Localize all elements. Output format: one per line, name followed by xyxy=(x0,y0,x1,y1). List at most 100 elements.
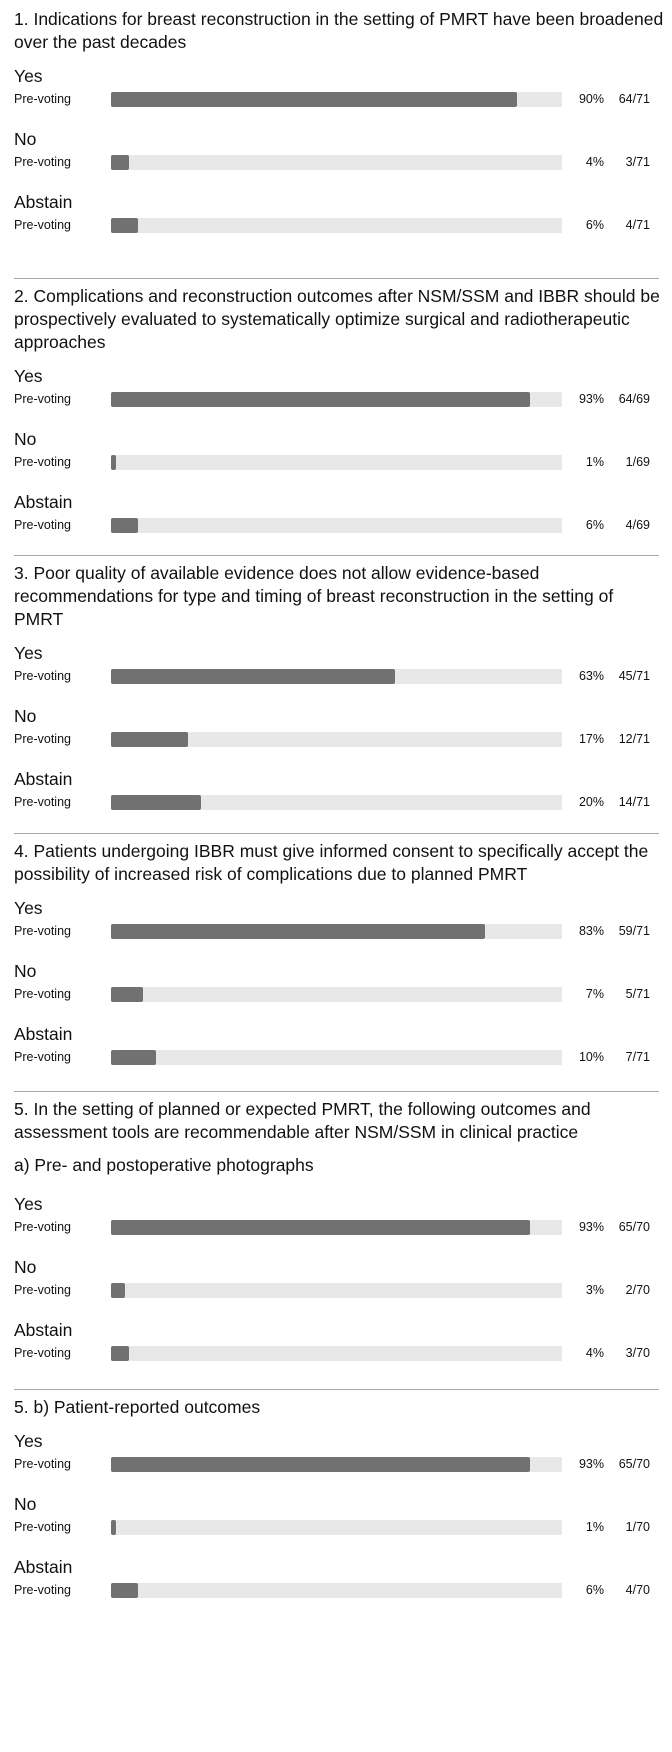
bar-row: Pre-voting 4% 3/70 xyxy=(0,1343,672,1363)
option-label: Yes xyxy=(14,1431,43,1451)
bar-row: Pre-voting 6% 4/70 xyxy=(0,1580,672,1600)
option-label: Yes xyxy=(14,898,43,918)
option-label: No xyxy=(14,429,37,449)
row-label: Pre-voting xyxy=(14,987,71,1001)
count-label: 65/70 xyxy=(618,1457,650,1471)
row-label: Pre-voting xyxy=(14,732,71,746)
bar-row: Pre-voting 1% 1/70 xyxy=(0,1517,672,1537)
bar-track xyxy=(111,392,562,407)
bar-fill xyxy=(111,455,116,470)
question-title: 4. Patients undergoing IBBR must give in… xyxy=(14,841,649,884)
count-label: 1/70 xyxy=(625,1520,650,1534)
percent-label: 4% xyxy=(585,1346,604,1360)
count-label: 4/71 xyxy=(625,218,650,232)
bar-row: Pre-voting 6% 4/71 xyxy=(0,215,672,235)
row-label: Pre-voting xyxy=(14,1050,71,1064)
bar-fill xyxy=(111,1283,125,1298)
section-divider xyxy=(14,278,659,279)
bar-fill xyxy=(111,92,517,107)
row-label: Pre-voting xyxy=(14,455,71,469)
percent-label: 83% xyxy=(578,924,604,938)
option-label: Abstain xyxy=(14,492,73,512)
percent-label: 1% xyxy=(585,455,604,469)
percent-label: 63% xyxy=(578,669,604,683)
option-label: Yes xyxy=(14,66,43,86)
row-label: Pre-voting xyxy=(14,218,71,232)
bar-fill xyxy=(111,218,139,233)
bar-track xyxy=(111,518,562,533)
count-label: 3/71 xyxy=(625,155,650,169)
section-divider xyxy=(14,555,659,556)
bar-track xyxy=(111,732,562,747)
count-label: 7/71 xyxy=(625,1050,650,1064)
count-label: 64/69 xyxy=(618,392,650,406)
bar-row: Pre-voting 63% 45/71 xyxy=(0,666,672,686)
row-label: Pre-voting xyxy=(14,1457,71,1471)
option-label: Abstain xyxy=(14,769,73,789)
bar-fill xyxy=(111,924,486,939)
count-label: 5/71 xyxy=(625,987,650,1001)
option-label: No xyxy=(14,706,37,726)
row-label: Pre-voting xyxy=(14,155,71,169)
option-label: No xyxy=(14,961,37,981)
bar-row: Pre-voting 10% 7/71 xyxy=(0,1047,672,1067)
bar-fill xyxy=(111,987,143,1002)
question-section: 4. Patients undergoing IBBR must give in… xyxy=(0,840,672,1120)
row-label: Pre-voting xyxy=(14,1283,71,1297)
bar-row: Pre-voting 83% 59/71 xyxy=(0,921,672,941)
bar-fill xyxy=(111,795,202,810)
bar-fill xyxy=(111,1520,116,1535)
bar-track xyxy=(111,1050,562,1065)
count-label: 64/71 xyxy=(618,92,650,106)
bar-track xyxy=(111,92,562,107)
section-divider xyxy=(14,1091,659,1092)
bar-track xyxy=(111,155,562,170)
option-label: No xyxy=(14,1257,37,1277)
count-label: 4/70 xyxy=(625,1583,650,1597)
bar-track xyxy=(111,1346,562,1361)
row-label: Pre-voting xyxy=(14,92,71,106)
bar-track xyxy=(111,924,562,939)
bar-fill xyxy=(111,1220,531,1235)
percent-label: 1% xyxy=(585,1520,604,1534)
row-label: Pre-voting xyxy=(14,669,71,683)
question-title: 5. b) Patient-reported outcomes xyxy=(14,1397,261,1417)
row-label: Pre-voting xyxy=(14,392,71,406)
bar-row: Pre-voting 17% 12/71 xyxy=(0,729,672,749)
option-label: Abstain xyxy=(14,1320,73,1340)
count-label: 65/70 xyxy=(618,1220,650,1234)
percent-label: 3% xyxy=(585,1283,604,1297)
option-label: Yes xyxy=(14,643,43,663)
percent-label: 93% xyxy=(578,1457,604,1471)
bar-track xyxy=(111,987,562,1002)
option-label: Yes xyxy=(14,1194,43,1214)
bar-track xyxy=(111,1583,562,1598)
bar-row: Pre-voting 90% 64/71 xyxy=(0,89,672,109)
section-divider xyxy=(14,1389,659,1390)
row-label: Pre-voting xyxy=(14,1520,71,1534)
count-label: 4/69 xyxy=(625,518,650,532)
row-label: Pre-voting xyxy=(14,1346,71,1360)
bar-fill xyxy=(111,1050,157,1065)
bar-row: Pre-voting 6% 4/69 xyxy=(0,515,672,535)
bar-row: Pre-voting 20% 14/71 xyxy=(0,792,672,812)
percent-label: 7% xyxy=(585,987,604,1001)
bar-fill xyxy=(111,518,139,533)
percent-label: 20% xyxy=(578,795,604,809)
bar-fill xyxy=(111,1457,531,1472)
bar-track xyxy=(111,1283,562,1298)
bar-fill xyxy=(111,155,130,170)
percent-label: 90% xyxy=(578,92,604,106)
bar-row: Pre-voting 93% 64/69 xyxy=(0,389,672,409)
question-section: 2. Complications and reconstruction outc… xyxy=(0,285,672,565)
bar-row: Pre-voting 4% 3/71 xyxy=(0,152,672,172)
row-label: Pre-voting xyxy=(14,518,71,532)
bar-fill xyxy=(111,392,531,407)
bar-track xyxy=(111,455,562,470)
option-label: Abstain xyxy=(14,1024,73,1044)
question-title: 1. Indications for breast reconstruction… xyxy=(14,9,664,52)
option-label: Yes xyxy=(14,366,43,386)
question-title: 3. Poor quality of available evidence do… xyxy=(14,563,614,629)
percent-label: 93% xyxy=(578,392,604,406)
question-title: 2. Complications and reconstruction outc… xyxy=(14,286,660,352)
